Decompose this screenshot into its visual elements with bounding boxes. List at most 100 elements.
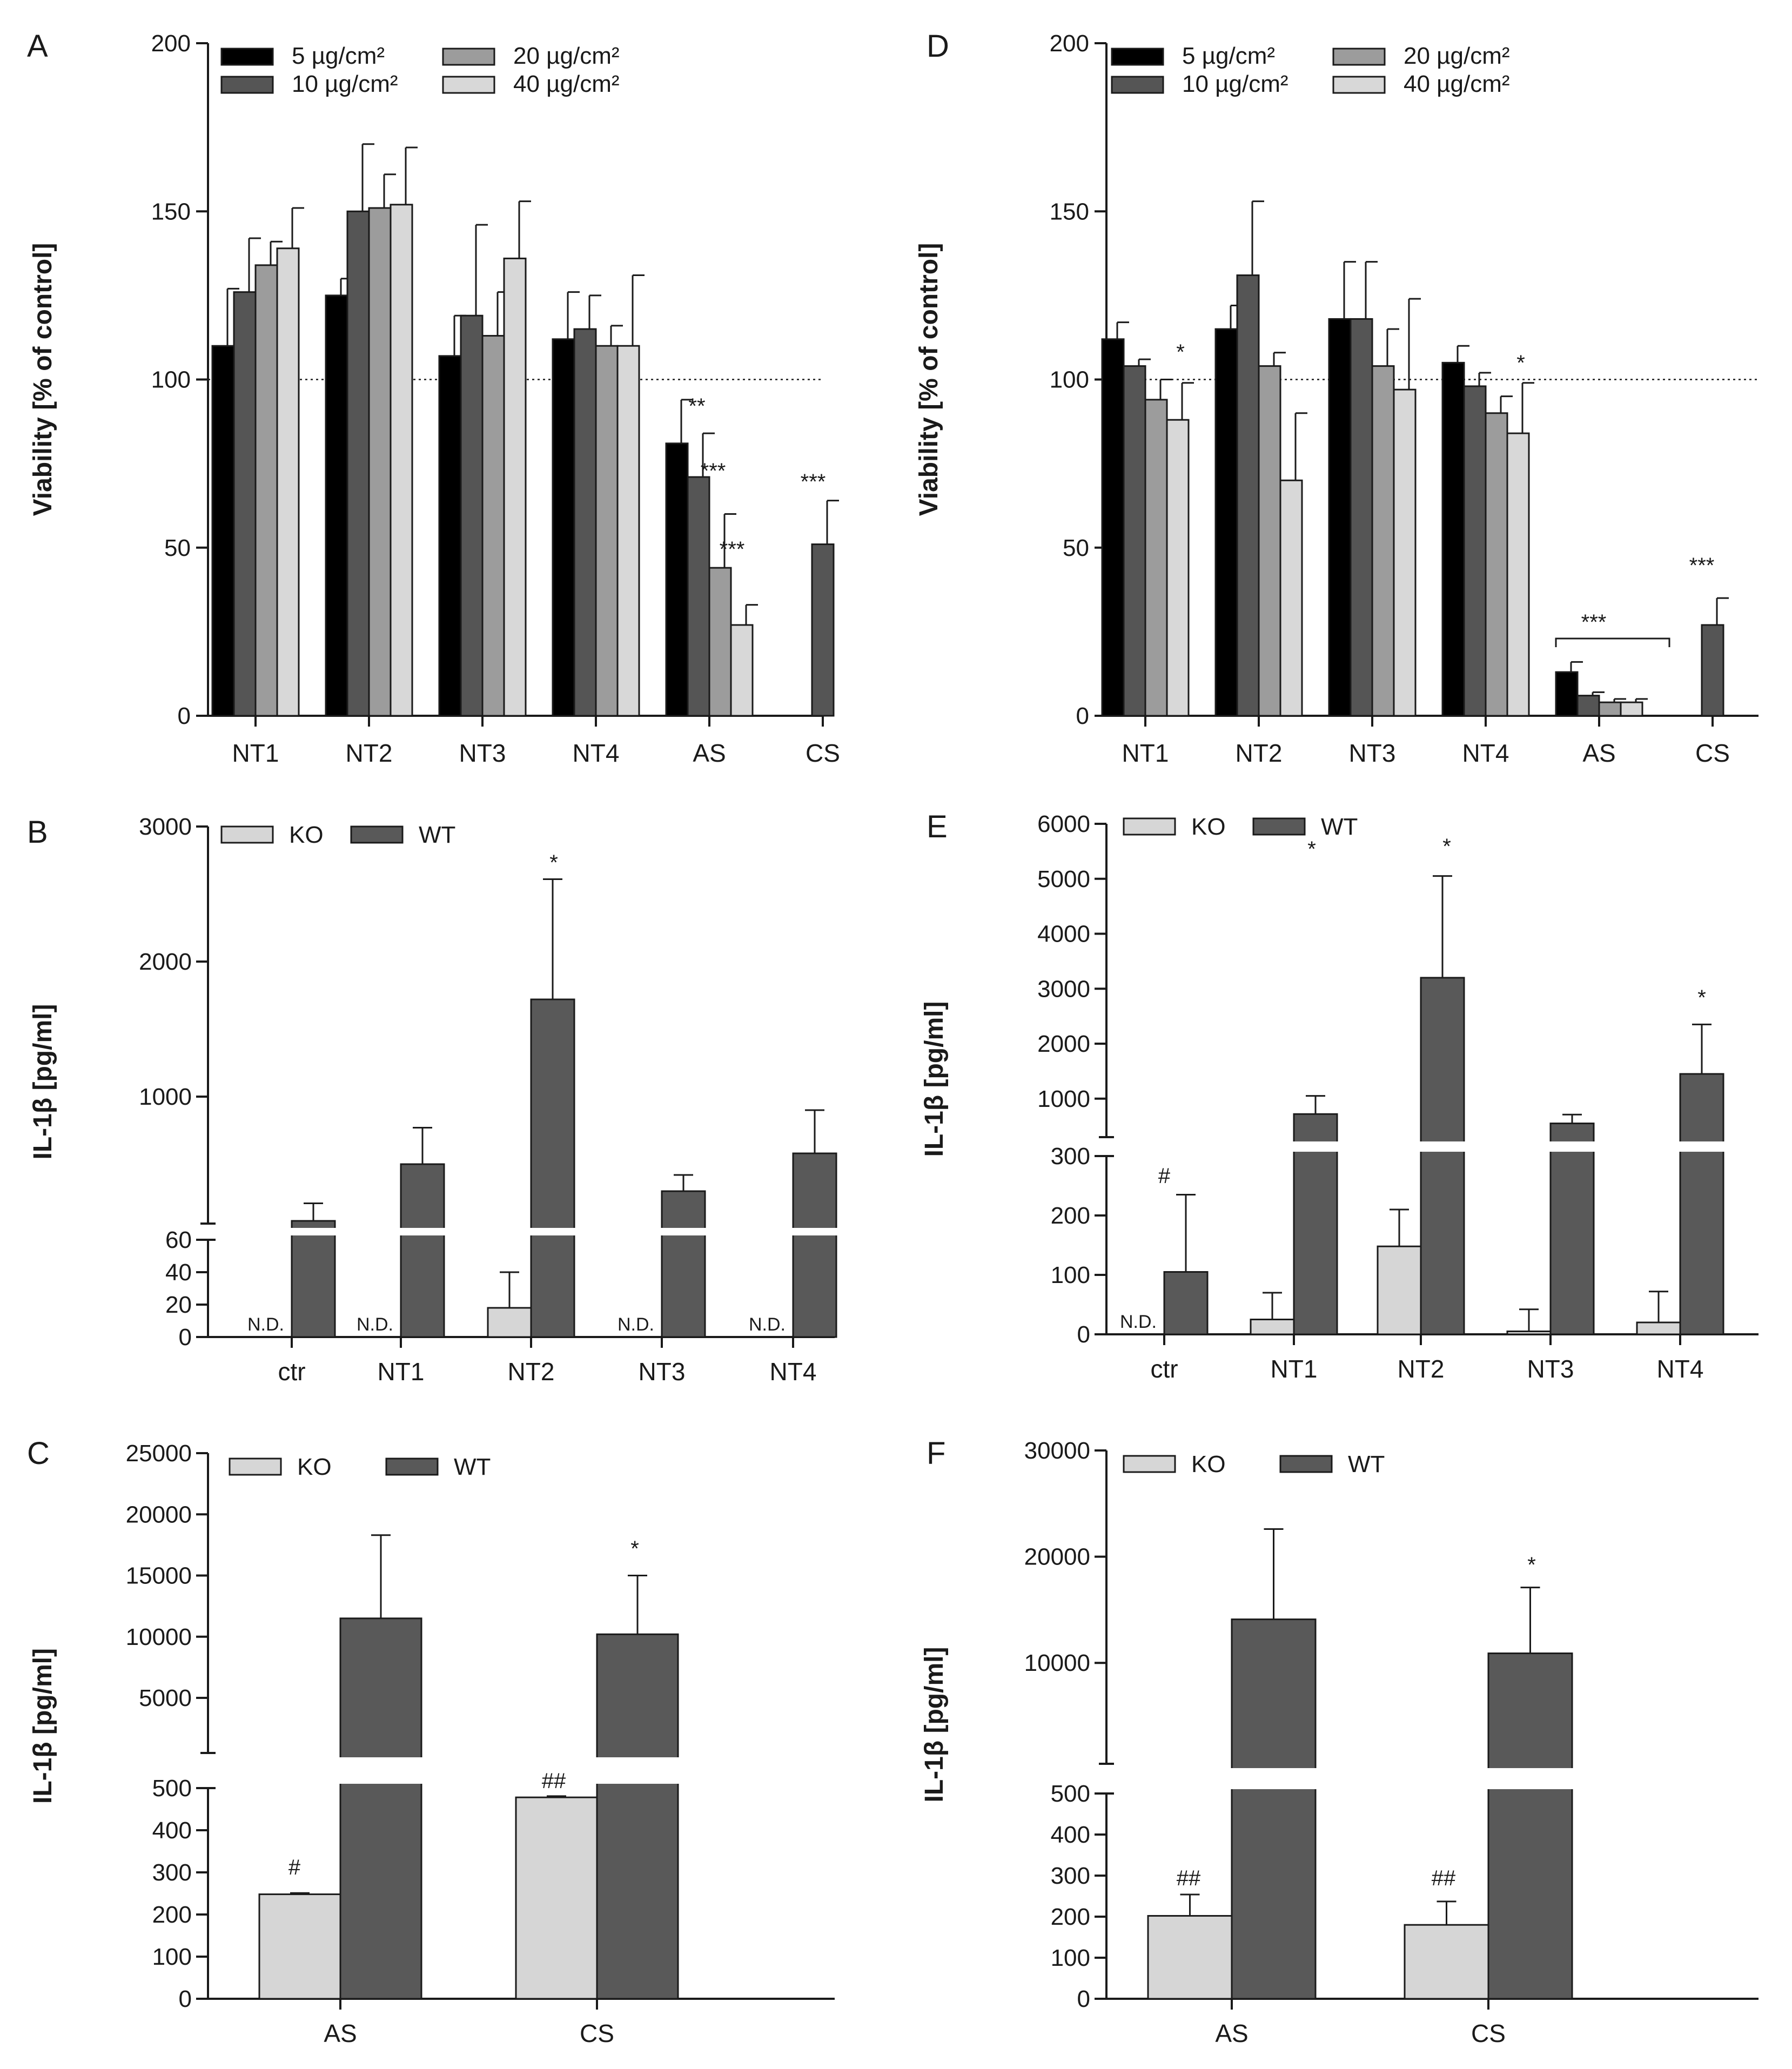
bar	[596, 1633, 679, 2000]
y-tick-label: 30000	[1024, 1437, 1090, 1464]
significance-mark: ##	[1432, 1866, 1456, 1890]
bar-break-gap	[1486, 1768, 1574, 1789]
significance-mark: *	[1307, 837, 1316, 861]
y-tick-label: 500	[1051, 1781, 1090, 1807]
y-tick-label: 0	[1077, 1986, 1090, 2012]
y-tick-label: 200	[1050, 30, 1089, 57]
bar-break-gap	[595, 1757, 680, 1784]
y-tick-label: 25000	[126, 1440, 192, 1467]
legend-label: KO	[289, 822, 324, 848]
x-tick-label: NT2	[508, 1358, 555, 1386]
y-tick-label: 2000	[1037, 1031, 1090, 1057]
bar	[1350, 318, 1373, 717]
legend-swatch	[1332, 48, 1386, 66]
y-tick-label: 4000	[1037, 921, 1090, 948]
y-tick-label: 300	[1051, 1863, 1090, 1889]
bar	[481, 335, 505, 717]
bar	[1420, 977, 1465, 1335]
legend-swatch	[350, 825, 404, 844]
panel-b: B IL-1β [pg/ml] 0 20 40 60 1000 2000 3000 ctr N.D.…	[27, 814, 838, 1386]
bar-break-gap	[529, 1228, 576, 1235]
bar	[687, 476, 710, 717]
y-tick-label: 300	[1051, 1143, 1090, 1170]
significance-mark: **	[688, 394, 705, 418]
bar	[661, 1190, 706, 1338]
bar-break-gap	[399, 1228, 446, 1235]
bar	[276, 247, 300, 717]
y-tick-label: 500	[152, 1775, 192, 1802]
bar-break-gap	[1292, 1141, 1339, 1152]
x-tick-label: AS	[1215, 2019, 1248, 2047]
y-tick-label: 6000	[1037, 811, 1090, 837]
y-axis-label: IL-1β [pg/ml]	[29, 1648, 57, 1804]
bar	[254, 264, 278, 717]
panel-d: D Viability [% of control] 0 50 100 150 200 NT1…	[915, 29, 1759, 767]
x-tick-label: CS	[1471, 2019, 1506, 2047]
panel-e: E IL-1β [pg/ml] 0 100 200 300 1000 2000 3000 4000…	[920, 809, 1759, 1383]
legend-swatch	[1332, 76, 1386, 94]
bar	[730, 624, 754, 717]
bar	[1485, 412, 1508, 717]
legend-label: 10 µg/cm²	[1182, 71, 1288, 97]
x-tick-label: ctr	[278, 1358, 305, 1386]
y-tick-label: 300	[152, 1859, 192, 1886]
y-tick-label: 3000	[1037, 976, 1090, 1002]
legend-label: WT	[419, 822, 455, 848]
bar	[1258, 365, 1281, 717]
y-tick-label: 0	[179, 1986, 192, 2012]
legend-label: KO	[297, 1454, 332, 1480]
bar	[1576, 695, 1600, 717]
y-tick-label: 150	[1050, 198, 1089, 225]
panel-c: C IL-1β [pg/ml] 0 100 200 300 400 500 5000 10000 1…	[27, 1436, 835, 2047]
legend-label: 40 µg/cm²	[1404, 71, 1510, 97]
bar	[325, 294, 348, 717]
significance-mark: ***	[701, 459, 726, 483]
y-tick-label: 50	[1063, 535, 1089, 561]
bar	[595, 345, 619, 717]
significance-mark: ***	[801, 470, 826, 494]
bar	[1393, 388, 1417, 717]
x-tick-label: NT1	[1122, 739, 1169, 767]
bar	[291, 1220, 336, 1338]
y-tick-label: 0	[1076, 703, 1089, 729]
panel-a: A Viability [% of control] 0 50 100 150 200 NT1…	[27, 29, 840, 767]
legend-label: 10 µg/cm²	[292, 71, 398, 97]
bar	[1377, 1245, 1422, 1335]
x-tick-label: NT4	[770, 1358, 817, 1386]
legend-swatch	[1252, 817, 1306, 836]
bar	[1506, 1331, 1552, 1335]
bar	[503, 257, 527, 717]
bar-break-gap	[660, 1228, 707, 1235]
legend-swatch	[442, 76, 495, 94]
y-tick-label: 10000	[1024, 1650, 1090, 1676]
x-tick-label: NT4	[1657, 1355, 1704, 1383]
legend-label: 5 µg/cm²	[1182, 43, 1275, 69]
bar	[573, 328, 597, 717]
bar	[1506, 432, 1530, 717]
panel-label: C	[27, 1436, 50, 1471]
y-tick-label: 100	[1051, 1945, 1090, 1971]
significance-mark: ***	[720, 538, 745, 561]
y-tick-label: 2000	[139, 949, 192, 975]
significance-mark: *	[549, 851, 558, 875]
x-tick-label: NT3	[639, 1358, 686, 1386]
x-tick-label: NT2	[1236, 739, 1283, 767]
not-detected-label: N.D.	[749, 1314, 786, 1335]
y-tick-label: 200	[151, 30, 191, 57]
y-tick-label: 40	[165, 1259, 192, 1286]
legend-swatch	[1123, 817, 1176, 836]
y-tick-label: 5000	[139, 1685, 192, 1711]
panel-label: A	[27, 29, 48, 64]
bar	[460, 314, 484, 717]
x-tick-label: NT1	[378, 1358, 425, 1386]
bar	[1214, 328, 1238, 717]
panel-f: F IL-1β [pg/ml] 0 100 200 300 400 500 10000 20000…	[920, 1436, 1759, 2047]
legend-swatch	[442, 48, 495, 66]
y-tick-label: 0	[178, 703, 191, 729]
bar	[438, 355, 462, 717]
bar-break-gap	[791, 1228, 838, 1235]
bar	[368, 207, 392, 717]
y-tick-label: 100	[151, 367, 191, 393]
y-tick-label: 1000	[139, 1084, 192, 1110]
